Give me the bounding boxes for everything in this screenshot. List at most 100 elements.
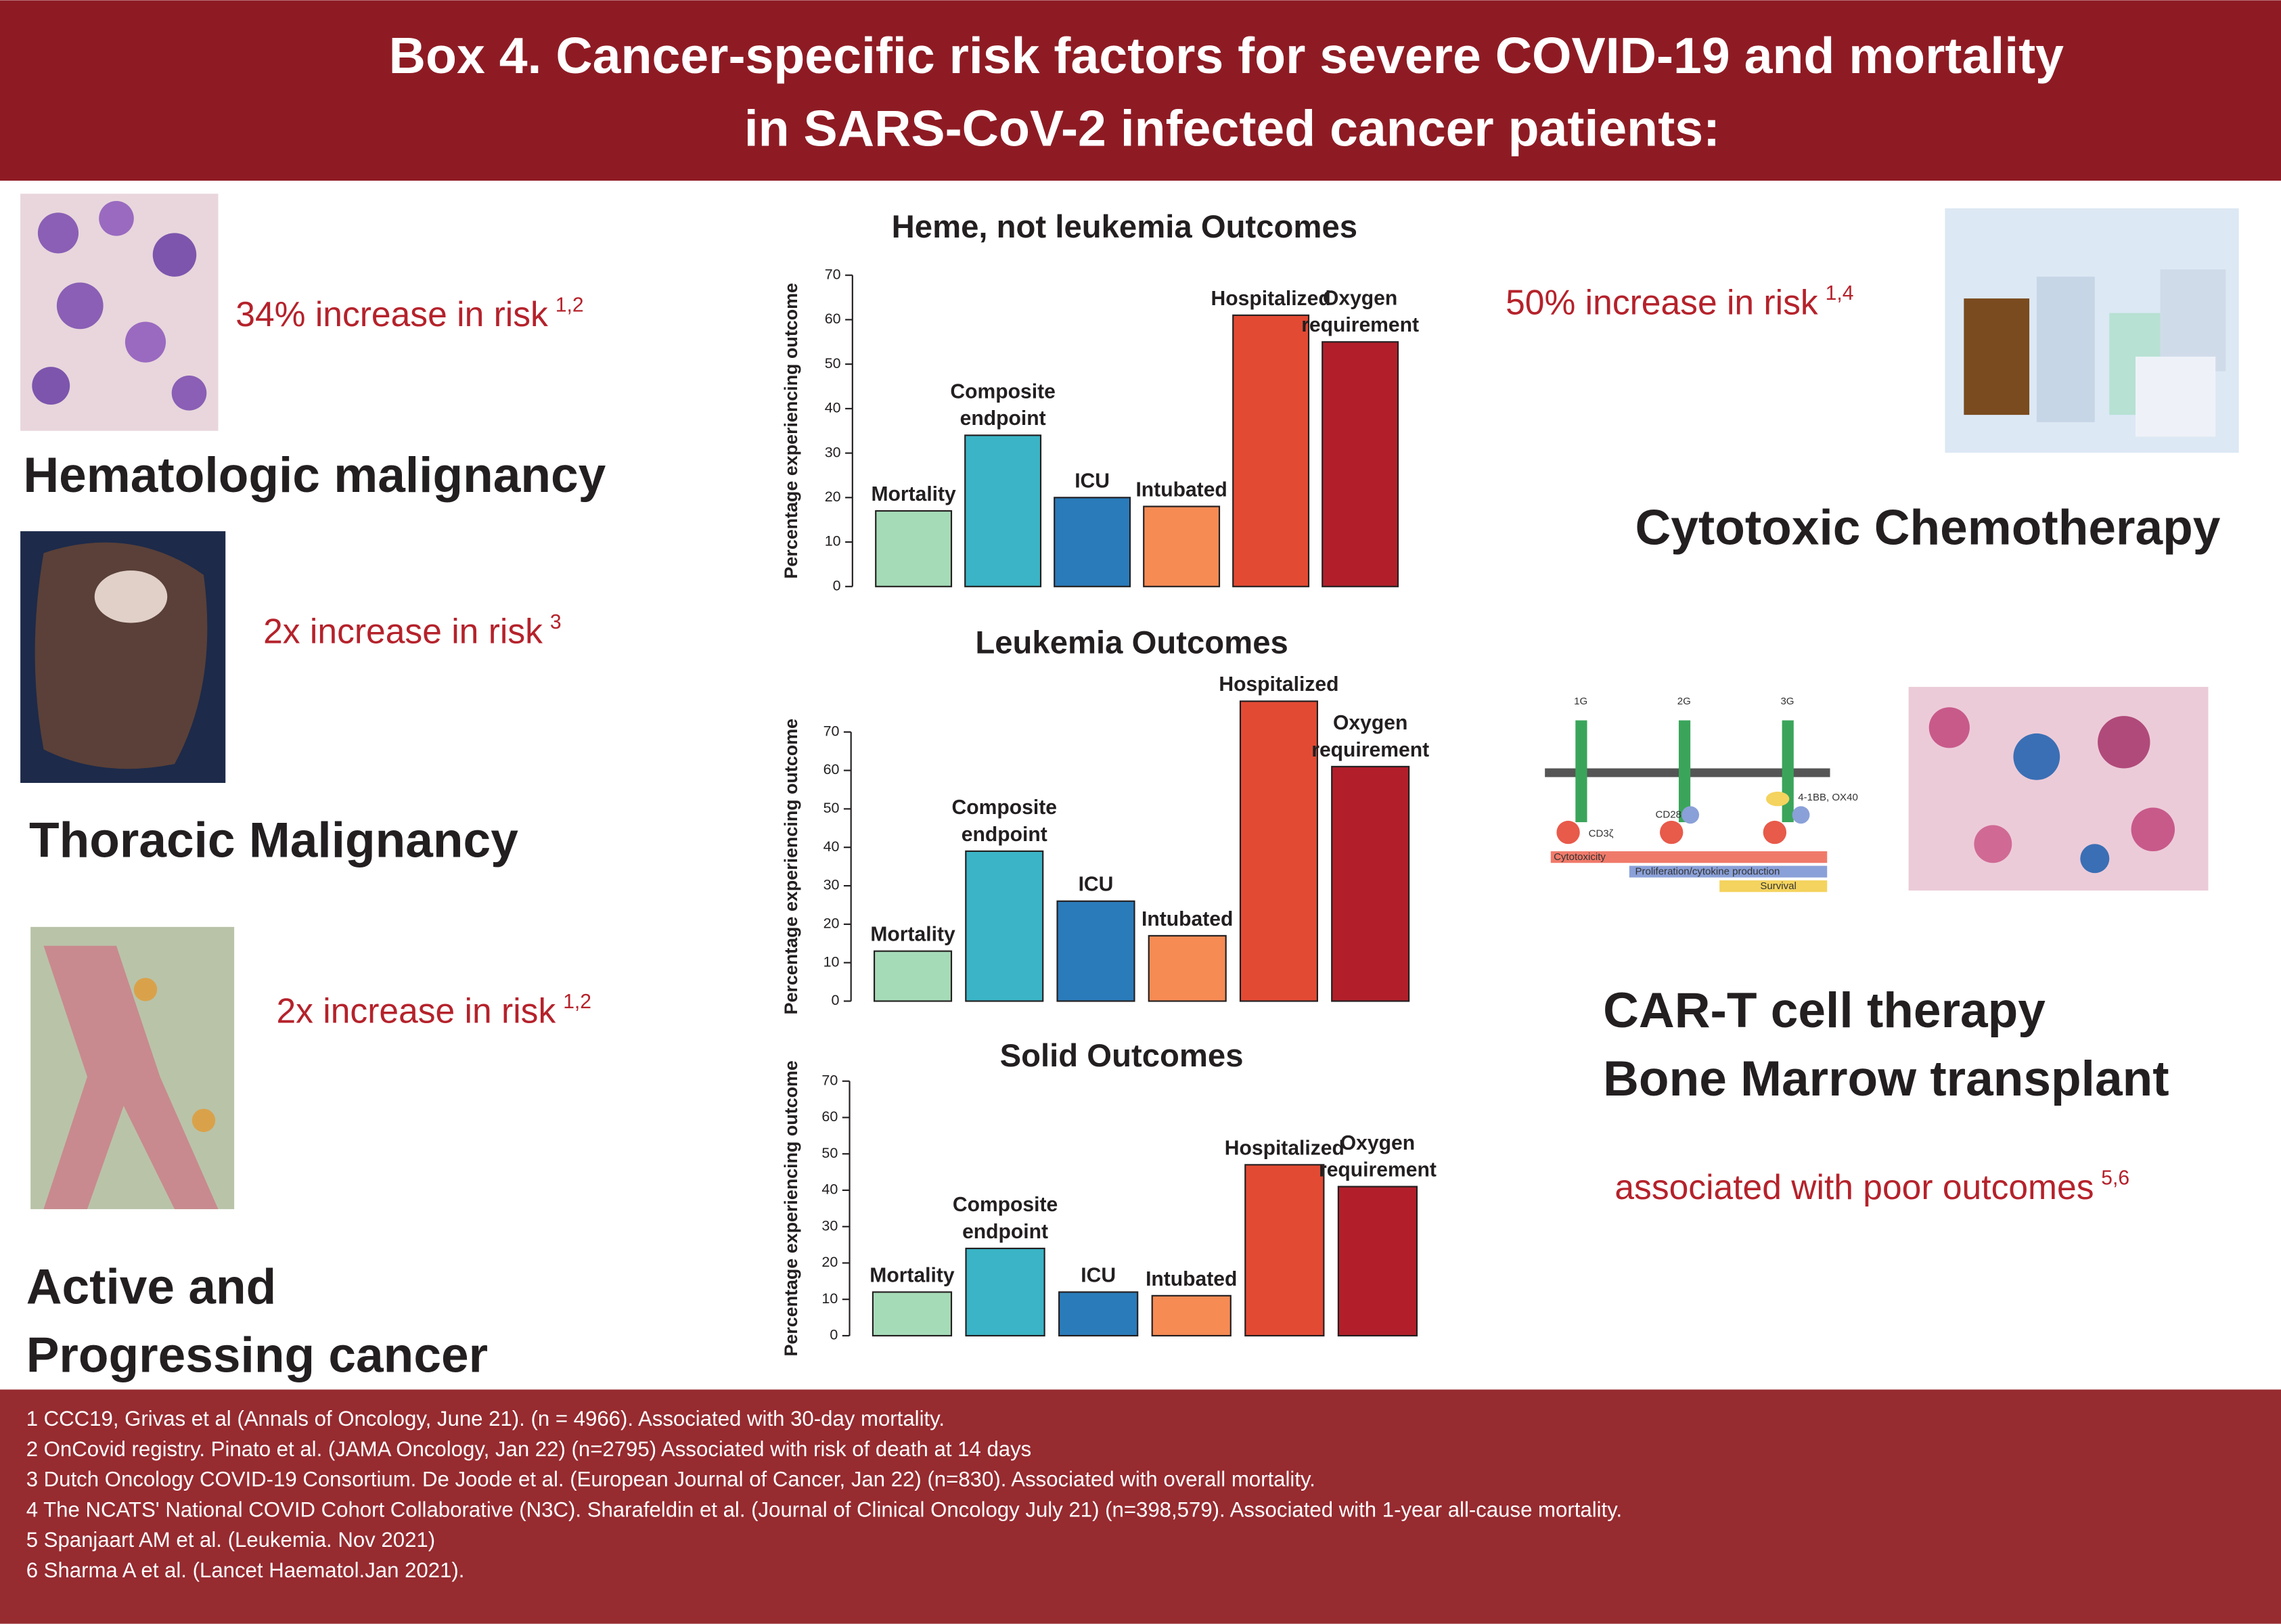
figure-label: Proliferation/cytokine production [1635, 865, 1780, 877]
footer-band [0, 1389, 2281, 1624]
bar [965, 850, 1044, 1002]
y-tick-label: 30 [825, 444, 841, 460]
footnotes: 1 CCC19, Grivas et al (Annals of Oncolog… [26, 1407, 1622, 1582]
risk-text: associated with poor outcomes [1614, 1167, 2094, 1206]
bar-chart: Heme, not leukemia Outcomes Percentage ex… [781, 209, 1419, 594]
factor-label: Active and [26, 1260, 277, 1315]
bar [1244, 1164, 1325, 1337]
y-tick-label: 50 [823, 800, 840, 816]
bar [1054, 497, 1131, 587]
y-tick-label: 20 [825, 489, 841, 505]
risk-text: 2x increase in risk [263, 612, 543, 651]
factor-label: Cytotoxic Chemotherapy [1635, 500, 2220, 555]
footnote: 6 Sharma A et al. (Lancet Haematol.Jan 2… [26, 1558, 465, 1582]
y-tick-label: 20 [821, 1254, 838, 1270]
y-tick-label: 10 [821, 1290, 838, 1307]
y-tick-label: 0 [832, 992, 840, 1008]
y-tick-label: 40 [821, 1181, 838, 1198]
car-t-diagram: 1G 2G 3G CD3ζ CD28 4-1BB, OX40 Cytotoxic… [1545, 696, 1858, 893]
bar [1058, 1291, 1139, 1337]
category-label: Intubated [1135, 478, 1227, 501]
bar [1322, 341, 1399, 587]
category-label: Mortality [870, 924, 955, 946]
factor-label: CAR-T cell therapy [1603, 983, 2046, 1038]
marrow-cells-image [1908, 687, 2209, 891]
figure-label: CD3ζ [1589, 828, 1614, 840]
y-tick-label: 50 [825, 355, 841, 371]
factor-label: Thoracic Malignancy [29, 813, 518, 868]
category-label: endpoint [962, 1221, 1048, 1243]
category-label: Hospitalized [1219, 673, 1338, 696]
y-tick-label: 30 [823, 877, 840, 893]
y-tick-label: 20 [823, 916, 840, 932]
bar [965, 1247, 1045, 1337]
y-tick-label: 50 [821, 1145, 838, 1161]
category-label: ICU [1079, 874, 1114, 896]
category-label: Oxygen [1323, 287, 1397, 309]
category-label: ICU [1075, 470, 1110, 492]
y-tick-label: 70 [823, 723, 840, 739]
bar [1151, 1294, 1232, 1337]
y-tick-label: 40 [825, 400, 841, 416]
figure-label: 4-1BB, OX40 [1798, 792, 1858, 803]
y-tick-label: 0 [830, 1327, 838, 1343]
y-tick-label: 10 [823, 953, 840, 970]
bar [1056, 900, 1135, 1002]
figure-label: 2G [1677, 696, 1691, 707]
category-label: requirement [1311, 739, 1429, 761]
category-label: Hospitalized [1225, 1137, 1345, 1159]
category-label: ICU [1081, 1264, 1116, 1286]
reference: 3 [550, 611, 562, 633]
header-band [0, 0, 2281, 183]
factor-label: Hematologic malignancy [23, 448, 606, 503]
category-label: Composite [952, 796, 1057, 819]
risk-text: 34% increase in risk [235, 294, 548, 334]
y-tick-label: 10 [825, 533, 841, 549]
bar [1331, 765, 1410, 1002]
reference: 5,6 [2101, 1167, 2129, 1189]
chart-title: Leukemia Outcomes [975, 625, 1288, 661]
title: in SARS-CoV-2 infected cancer patients: [744, 99, 1720, 156]
category-label: Intubated [1142, 908, 1233, 930]
bar [1239, 700, 1318, 1002]
bar [1148, 934, 1227, 1002]
blood-smear-image [20, 194, 219, 431]
figure-label: Survival [1760, 880, 1796, 892]
title: Box 4. Cancer-specific risk factors for … [389, 27, 2064, 84]
footnote: 4 The NCATS' National COVID Cohort Colla… [26, 1497, 1622, 1521]
reference: 1,4 [1826, 282, 1854, 304]
y-tick-label: 40 [823, 838, 840, 855]
reference: 1,2 [556, 294, 584, 316]
category-label: Intubated [1146, 1268, 1237, 1290]
bar [1143, 505, 1221, 587]
y-tick-label: 0 [833, 577, 841, 593]
bar [873, 950, 953, 1002]
bronchus-illustration [30, 926, 235, 1209]
y-axis-label: Percentage experiencing outcome [781, 283, 801, 579]
y-tick-label: 60 [825, 311, 841, 327]
category-label: Oxygen [1333, 712, 1407, 734]
category-label: requirement [1319, 1159, 1437, 1181]
chemotherapy-vials-image [1945, 208, 2239, 453]
bar [872, 1291, 953, 1337]
category-label: Hospitalized [1211, 288, 1331, 310]
bar [875, 510, 953, 587]
footnote: 2 OnCovid registry. Pinato et al. (JAMA … [26, 1437, 1032, 1461]
y-axis-label: Percentage experiencing outcome [781, 719, 801, 1014]
y-tick-label: 60 [821, 1108, 838, 1125]
bar [1337, 1186, 1418, 1337]
category-label: Mortality [870, 1264, 955, 1286]
category-label: Composite [953, 1194, 1058, 1216]
figure-label: 1G [1574, 696, 1587, 707]
y-axis-label: Percentage experiencing outcome [781, 1060, 801, 1356]
category-label: Mortality [871, 483, 956, 505]
reference: 1,2 [563, 991, 591, 1013]
footnote: 3 Dutch Oncology COVID-19 Consortium. De… [26, 1468, 1315, 1491]
bar [964, 434, 1042, 587]
category-label: Oxygen [1340, 1132, 1415, 1154]
chart-title: Heme, not leukemia Outcomes [892, 209, 1357, 245]
factor-label: Bone Marrow transplant [1603, 1052, 2169, 1106]
category-label: endpoint [960, 407, 1046, 430]
y-tick-label: 30 [821, 1217, 838, 1234]
